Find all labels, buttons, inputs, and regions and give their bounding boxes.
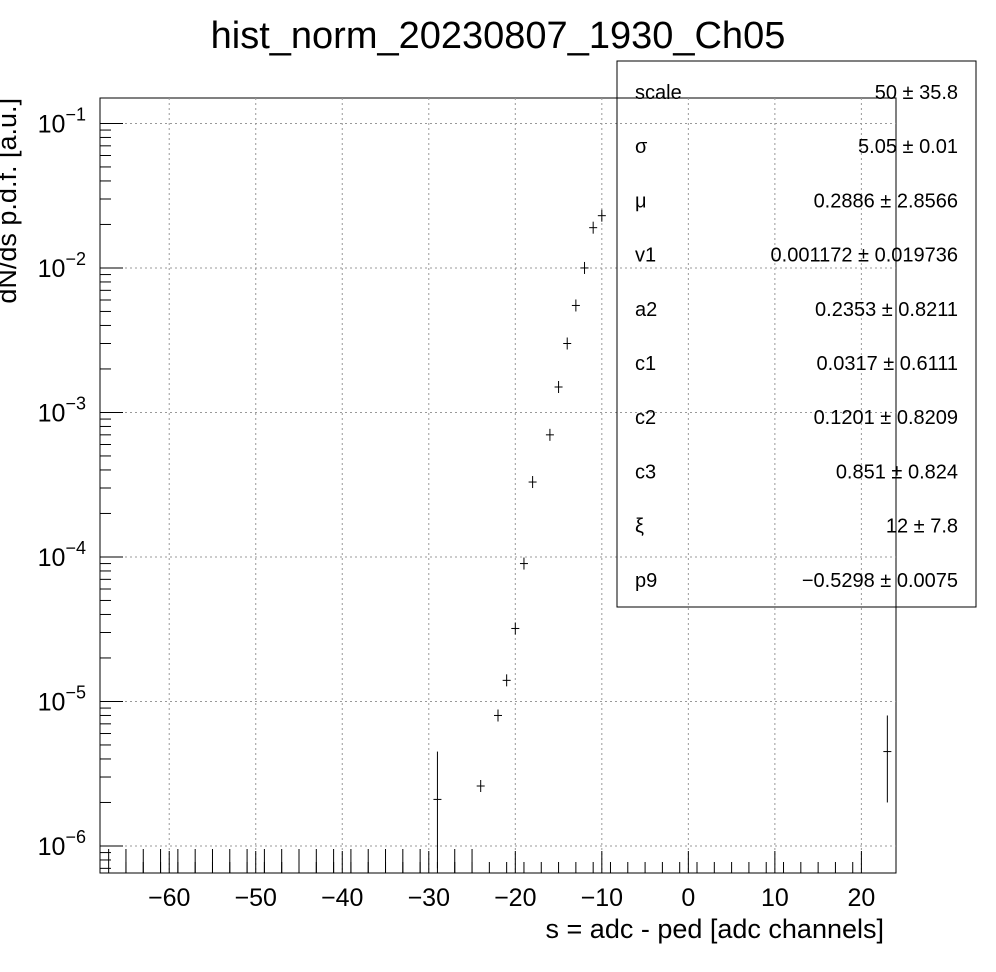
axes: −60 −50 −40 −30 −20 −10 0 10 20 10−6 10−5 10−4 10−3 1…	[38, 104, 876, 912]
y-tick-label: 10−1	[38, 104, 86, 138]
stats-param-value: 0.2886 ± 2.8566	[814, 190, 958, 212]
stats-param-name: ξ	[635, 516, 644, 538]
x-tick-label: −60	[148, 884, 190, 912]
x-tick-label: −50	[235, 884, 277, 912]
y-tick-label: 10−3	[38, 393, 86, 427]
x-tick-label: 20	[847, 884, 875, 912]
x-tick-label: −10	[581, 884, 623, 912]
stats-param-name: scale	[635, 82, 682, 104]
grid-lines	[100, 98, 896, 873]
y-tick-label: 10−4	[38, 538, 86, 572]
stats-param-name: p9	[635, 570, 657, 592]
stats-param-value: 0.851 ± 0.824	[836, 461, 958, 483]
stats-param-value: 0.2353 ± 0.8211	[815, 299, 958, 321]
stats-box-frame	[616, 60, 977, 608]
x-tick-label: −40	[321, 884, 363, 912]
stats-param-name: a2	[635, 299, 657, 321]
x-axis-label: s = adc - ped [adc channels]	[546, 914, 884, 944]
x-tick-label: −30	[408, 884, 450, 912]
stats-param-name: σ	[635, 136, 648, 158]
x-tick-label: −20	[494, 884, 536, 912]
chart-title: hist_norm_20230807_1930_Ch05	[211, 15, 786, 57]
y-tick-label: 10−6	[38, 827, 86, 861]
stats-param-value: 0.001172 ± 0.019736	[771, 245, 958, 267]
y-tick-label: 10−5	[38, 682, 86, 716]
stats-param-name: v1	[635, 245, 656, 267]
data-points	[108, 209, 892, 873]
y-axis-label: dN/ds p.d.f. [a.u.]	[0, 98, 22, 304]
x-tick-label: 0	[681, 884, 695, 912]
stats-param-value: 0.0317 ± 0.6111	[817, 353, 958, 375]
stats-param-value: 50 ± 35.8	[875, 82, 958, 104]
stats-param-name: c3	[635, 461, 656, 483]
stats-param-value: 0.1201 ± 0.8209	[814, 407, 958, 429]
y-tick-label: 10−2	[38, 249, 86, 283]
x-tick-label: 10	[761, 884, 789, 912]
stats-param-value: 5.05 ± 0.01	[858, 136, 958, 158]
stats-param-name: c2	[635, 407, 656, 429]
stats-box: scale 50 ± 35.8 σ 5.05 ± 0.01 μ 0.2886 ± 2.85…	[616, 60, 977, 608]
stats-param-name: c1	[635, 353, 656, 375]
plot-frame	[99, 97, 897, 874]
stats-param-name: μ	[635, 190, 647, 212]
stats-param-value: 12 ± 7.8	[886, 516, 958, 538]
stats-param-value: −0.5298 ± 0.0075	[802, 570, 958, 592]
